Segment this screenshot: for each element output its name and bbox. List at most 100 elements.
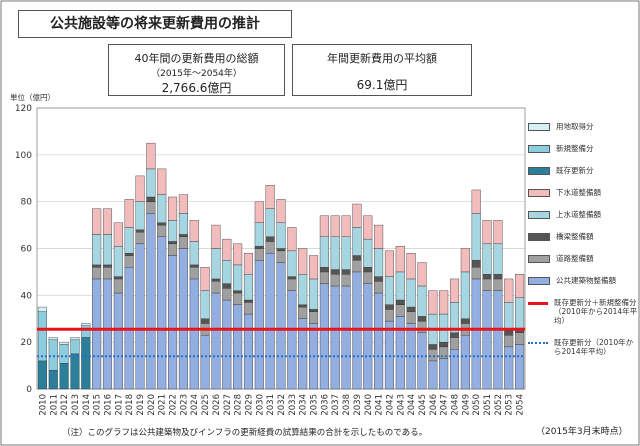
bar-segment <box>482 290 492 390</box>
bar-segment <box>243 274 254 301</box>
bar-segment <box>222 299 232 390</box>
bar-segment <box>471 189 481 214</box>
legend-line <box>528 302 548 305</box>
bar-segment <box>471 278 481 390</box>
bar-segment <box>92 267 102 280</box>
bar-segment <box>37 360 47 390</box>
bar-segment <box>146 201 156 214</box>
bar-segment <box>37 311 47 362</box>
total-period: （2015年～2054年） <box>151 69 242 79</box>
bar-segment <box>352 260 362 273</box>
average-label: 年間更新費用の平均額 <box>327 52 437 65</box>
legend-item: 用地取得分 <box>528 122 638 131</box>
bar-segment <box>233 292 243 305</box>
bar-segment <box>417 316 427 322</box>
bar-segment <box>504 278 514 303</box>
bar-segment <box>124 252 134 256</box>
bar-segment <box>92 234 102 266</box>
legend-swatch <box>528 123 550 131</box>
bar-segment <box>308 309 319 312</box>
bar-segment <box>341 285 351 390</box>
bar-segment <box>363 283 373 390</box>
bar-segment <box>460 318 470 324</box>
bar-segment <box>254 245 264 249</box>
bar-segment <box>146 213 156 390</box>
bar-segment <box>189 220 199 242</box>
footnote: （注）このグラフは公共建築物及びインフラの更新経費の試算結果の合計を示したもので… <box>62 428 428 438</box>
y-tick-label: 100 <box>15 151 32 161</box>
bar-segment <box>135 175 145 202</box>
bar-segment <box>81 337 91 390</box>
legend-item: 新規整備分 <box>528 144 638 153</box>
bar-segment <box>363 271 373 284</box>
legend-item: 道路整備額 <box>528 254 638 263</box>
x-tick-label: 2018 <box>125 394 135 416</box>
bar-segment <box>200 334 210 390</box>
x-tick-label: 2037 <box>331 394 341 416</box>
x-tick-label: 2046 <box>429 394 439 416</box>
bar-segment <box>384 250 394 277</box>
bar-segment <box>59 344 69 364</box>
bar-segment <box>374 248 384 277</box>
bar-segment <box>168 255 178 390</box>
bar-segment <box>417 285 427 317</box>
bar-segment <box>460 271 470 319</box>
bar-segment <box>384 276 394 305</box>
legend: 用地取得分 新規整備分 既存更新分 下水道整備額 上水道整備額 橋梁整備額 道路整備額 公共建… <box>528 122 638 369</box>
bar-segment <box>428 360 438 390</box>
bar-segment <box>211 281 221 294</box>
bar-segment <box>406 311 416 324</box>
bar-segment <box>102 208 113 235</box>
y-tick-label: 80 <box>21 198 33 208</box>
x-tick-label: 2012 <box>60 394 70 416</box>
bar-segment <box>211 278 221 282</box>
bar-segment <box>113 276 123 280</box>
legend-item: 既存更新分（2010年から2014年平均） <box>528 338 638 356</box>
bar-segment <box>406 252 416 280</box>
bar-segment <box>157 236 167 390</box>
bar-segment <box>222 260 232 284</box>
bar-segment <box>168 241 178 245</box>
x-tick-label: 2015 <box>93 394 103 416</box>
legend-swatch <box>528 233 550 241</box>
legend-label: 道路整備額 <box>556 254 594 263</box>
bar-segment <box>243 313 254 390</box>
x-tick-label: 2035 <box>310 394 320 416</box>
bar-segment <box>243 252 254 275</box>
x-tick-label: 2013 <box>71 394 81 416</box>
bar-segment <box>157 224 167 237</box>
x-tick-label: 2030 <box>255 394 265 416</box>
bar-segment <box>243 302 254 315</box>
bar-segment <box>515 297 525 329</box>
legend-swatch <box>528 167 550 175</box>
bar-segment <box>265 208 275 237</box>
bar-segment <box>265 236 275 242</box>
bar-segment <box>48 370 58 390</box>
x-tick-label: 2027 <box>223 394 233 416</box>
legend-swatch <box>528 145 550 153</box>
bar-segment <box>449 332 460 338</box>
bar-segment <box>48 339 58 371</box>
x-tick-label: 2051 <box>483 394 493 416</box>
x-tick-label: 2048 <box>451 394 461 416</box>
bar-segment <box>124 255 134 268</box>
y-axis-label: 単位（億円） <box>10 92 55 102</box>
x-tick-label: 2032 <box>277 394 287 416</box>
bar-segment <box>395 299 405 305</box>
legend-line <box>528 342 548 344</box>
bar-segment <box>471 267 481 280</box>
bar-segment <box>493 278 503 291</box>
bar-segment <box>439 341 449 348</box>
bar-segment <box>352 255 362 261</box>
bar-segment <box>211 248 221 280</box>
x-tick-label: 2016 <box>103 394 113 416</box>
bar-segment <box>135 201 145 230</box>
x-tick-label: 2034 <box>299 394 309 416</box>
bar-segment <box>254 248 264 261</box>
bar-segment <box>504 346 514 390</box>
legend-swatch <box>528 277 550 285</box>
bar-segment <box>493 220 503 245</box>
bar-segment <box>92 264 102 268</box>
bar-segment <box>81 323 91 326</box>
